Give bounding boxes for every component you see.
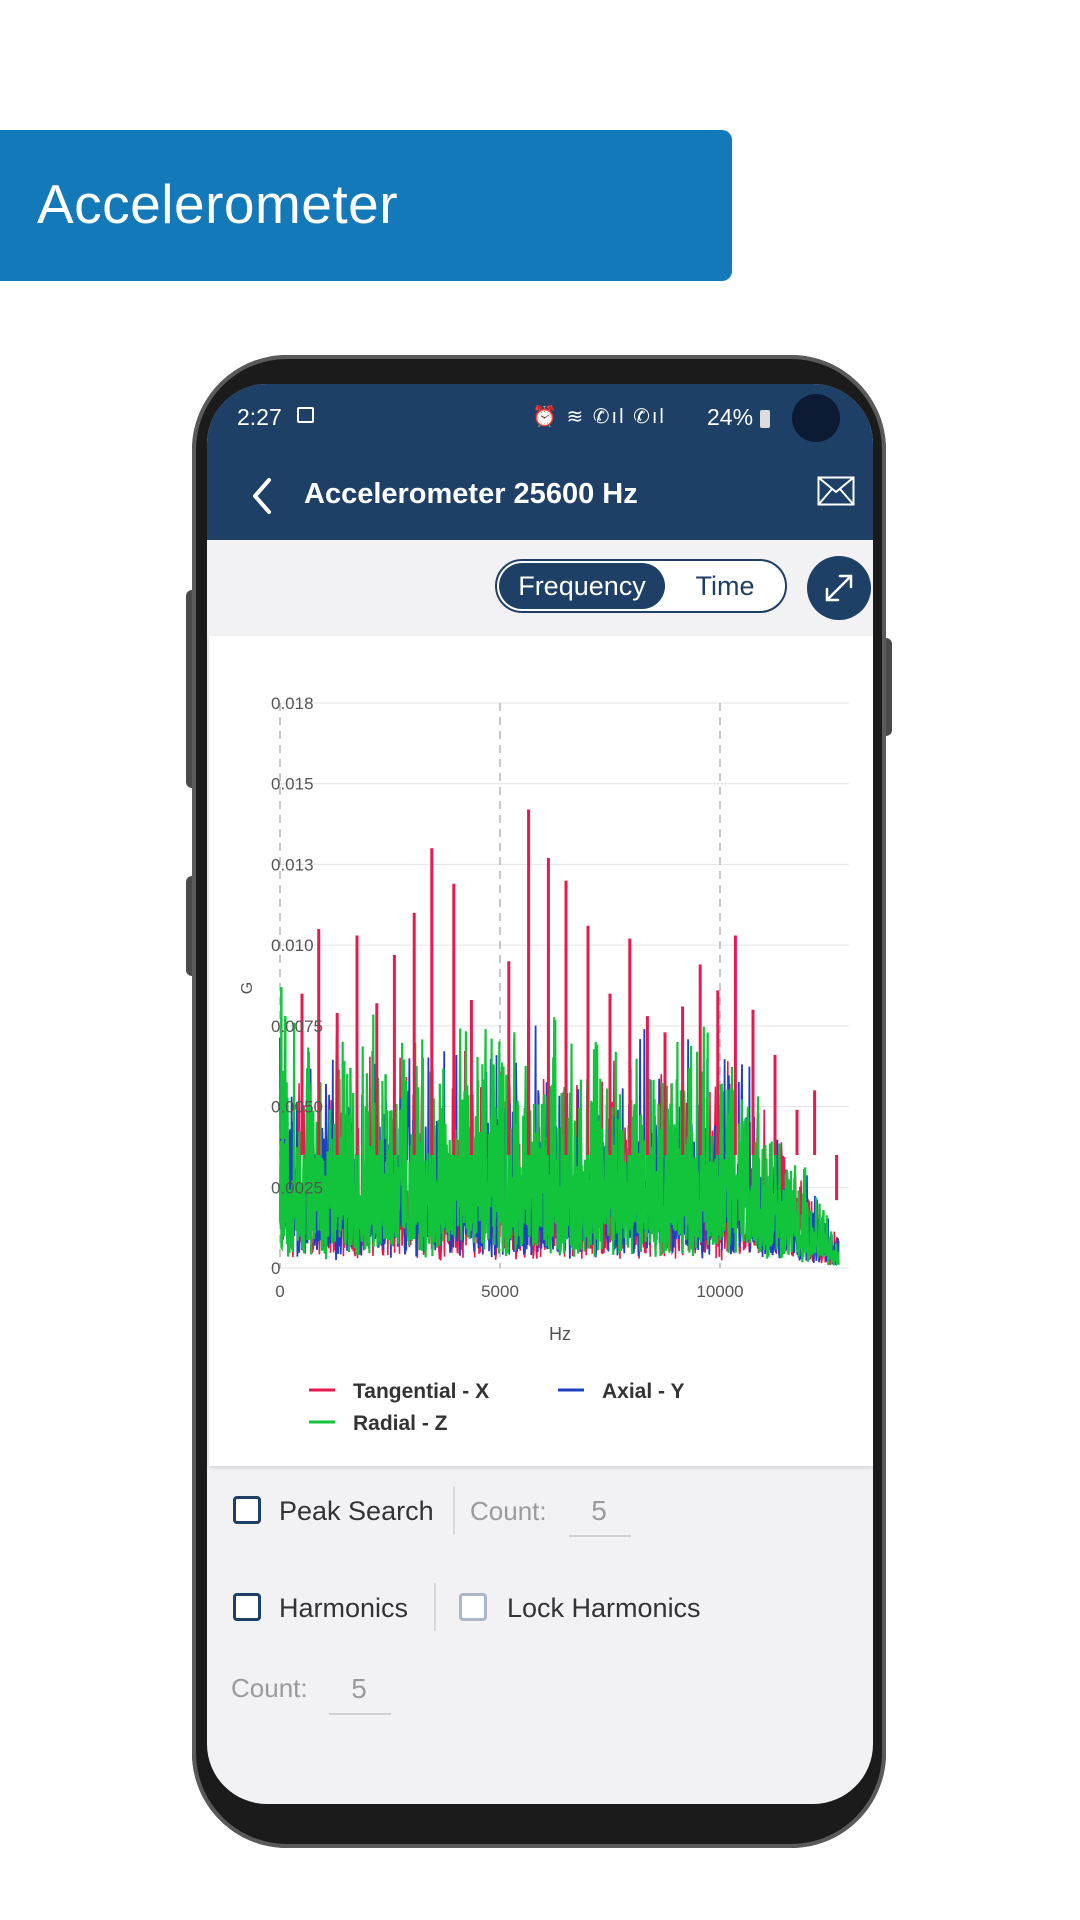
y-axis-label: G (239, 982, 256, 994)
peak-search-checkbox[interactable] (233, 1496, 261, 1524)
back-arrow-icon[interactable] (247, 474, 277, 518)
lock-harmonics-label: Lock Harmonics (507, 1593, 701, 1623)
y-tick-label: 0.0075 (271, 1017, 323, 1036)
title-banner (0, 130, 732, 281)
battery-icon (760, 410, 770, 428)
signal-icons: ⏰ ≋ ✆ıl ✆ıl (532, 406, 666, 428)
y-tick-label: 0.015 (271, 775, 314, 794)
harmonics-label: Harmonics (279, 1593, 409, 1623)
y-tick-label: 0.010 (271, 936, 314, 955)
legend-label-axial: Axial - Y (602, 1380, 684, 1403)
x-tick-label: 5000 (481, 1282, 519, 1301)
tab-time[interactable]: Time (695, 571, 755, 601)
y-tick-label: 0.013 (271, 855, 314, 874)
email-icon[interactable] (817, 476, 855, 506)
y-tick-label: 0.018 (271, 694, 314, 713)
harmonics-count-label: Count: (231, 1673, 308, 1703)
chart-card: 0 0.0025 0.0050 0.0075 0.010 0.013 0.015 0.018 0… (209, 636, 873, 1466)
phone-screen: 2:27 ⏰ ≋ ✆ıl ✆ıl 24% Accelerometer 25600… (207, 384, 873, 1804)
y-tick-label: 0.0025 (271, 1178, 323, 1197)
y-tick-label: 0 (271, 1259, 280, 1278)
harmonics-checkbox[interactable] (233, 1593, 261, 1621)
peak-search-label: Peak Search (279, 1496, 434, 1526)
harmonics-count-input[interactable]: 5 (351, 1673, 367, 1704)
battery-percent: 24% (707, 404, 754, 430)
peak-count-input[interactable]: 5 (591, 1495, 607, 1526)
peak-count-label: Count: (470, 1496, 547, 1526)
app-bar: Accelerometer 25600 Hz (207, 452, 873, 540)
page-title: Accelerometer 25600 Hz (304, 478, 638, 510)
x-axis-label: Hz (549, 1324, 571, 1344)
x-tick-label: 10000 (696, 1282, 743, 1301)
frequency-time-toggle: Frequency Time (495, 559, 787, 613)
x-tick-label: 0 (275, 1282, 284, 1301)
expand-icon (825, 574, 853, 602)
tab-frequency[interactable]: Frequency (499, 563, 665, 609)
harmonics-count-underline (329, 1713, 391, 1715)
legend-label-radial: Radial - Z (353, 1412, 448, 1435)
peak-count-underline (569, 1535, 631, 1537)
status-time: 2:27 (237, 404, 282, 430)
status-bar: 2:27 ⏰ ≋ ✆ıl ✆ıl 24% (207, 384, 873, 452)
y-tick-label: 0.0050 (271, 1098, 323, 1117)
lock-harmonics-checkbox[interactable] (459, 1593, 487, 1621)
spectrum-chart[interactable]: 0 0.0025 0.0050 0.0075 0.010 0.013 0.015 0.018 0… (209, 636, 873, 1466)
banner-title: Accelerometer (37, 173, 399, 235)
series-line-radial (278, 1014, 840, 1266)
expand-button[interactable] (807, 556, 871, 620)
divider (453, 1486, 455, 1534)
divider (434, 1583, 436, 1631)
legend-label-tangential: Tangential - X (353, 1380, 489, 1403)
gallery-icon (297, 407, 314, 423)
camera-cutout (792, 394, 840, 442)
